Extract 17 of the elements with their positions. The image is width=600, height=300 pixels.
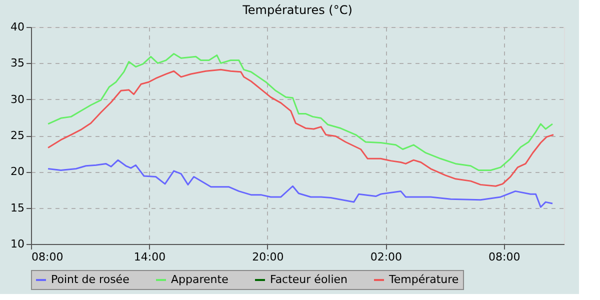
x-tick-label: 08:00 [488, 250, 520, 264]
legend-label: Température [388, 273, 459, 286]
y-tick-label: 10 [10, 238, 24, 250]
chart-title: Températures (°C) [242, 3, 352, 17]
x-tick-label: 20:00 [252, 250, 284, 264]
x-tick-label: 08:00 [32, 250, 64, 264]
y-tick-label: 40 [10, 20, 24, 34]
y-tick-label: 20 [10, 165, 24, 178]
y-tick-label: 15 [10, 201, 24, 214]
legend-label: Facteur éolien [270, 273, 348, 286]
y-tick-label: 30 [10, 92, 24, 106]
y-tick-label: 35 [10, 56, 24, 70]
x-tick-label: 14:00 [134, 250, 166, 264]
y-tick-label: 25 [10, 129, 24, 142]
legend-label: Apparente [171, 273, 229, 286]
legend-label: Point de rosée [51, 273, 130, 286]
x-tick-label: 02:00 [370, 250, 402, 264]
